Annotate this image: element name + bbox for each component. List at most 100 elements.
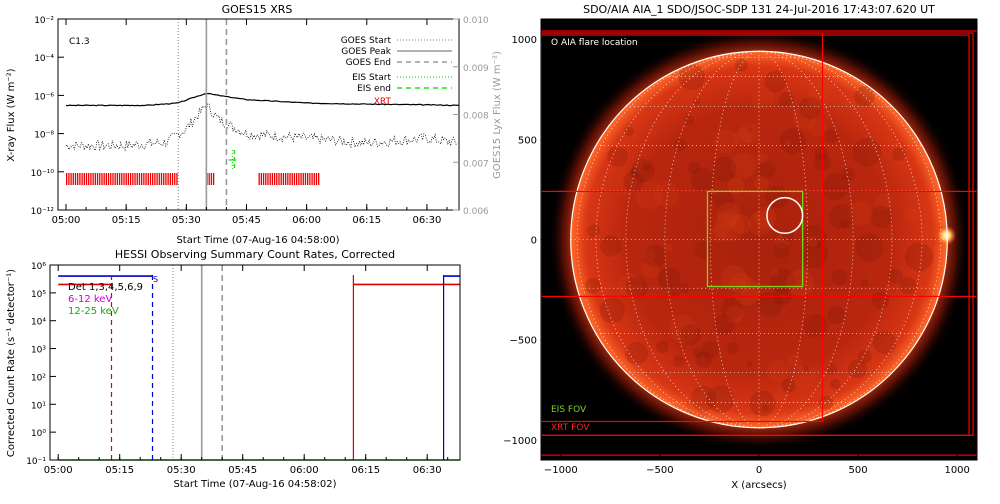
flare-class-label: C1.3 [69, 37, 90, 47]
xrt-bar [315, 173, 318, 185]
goes-y-tick-label: 10⁻¹² [31, 207, 55, 217]
xrt-bar [103, 173, 105, 185]
hessi-s-annotation: S [153, 275, 158, 284]
legend-goes-peak: GOES Peak [341, 47, 391, 57]
solar-texture-blob [749, 390, 776, 417]
solar-texture-blob [764, 70, 787, 93]
solar-texture-blob [873, 193, 891, 211]
xrt-bar [134, 173, 136, 185]
solar-texture-blob [665, 243, 673, 252]
solar-texture-blob [814, 147, 828, 161]
legend-xrt: XRT [374, 97, 392, 107]
solar-texture-blob [798, 96, 822, 120]
goes-legend: GOES Start GOES Peak GOES End EIS Start … [341, 36, 452, 107]
xrt-bar [143, 173, 145, 185]
aia-y-tick-label: −1000 [503, 436, 537, 447]
xrt-bar [176, 173, 178, 185]
solar-texture-blob [716, 202, 741, 227]
xrt-bar [66, 173, 68, 185]
solar-texture-blob [786, 269, 814, 297]
limb-flare [936, 225, 957, 246]
solar-texture-blob [919, 288, 932, 301]
xrt-bar [212, 173, 215, 185]
goes-y2-tick-label: 0.008 [463, 112, 489, 122]
hessi-y-tick-label: 10¹ [31, 401, 46, 411]
solar-texture-blob [841, 166, 856, 181]
solar-texture-blob [692, 347, 703, 358]
xrt-bar [163, 173, 165, 185]
solar-texture-blob [822, 173, 850, 201]
xrt-fov-box [541, 34, 970, 436]
solar-texture-blob [899, 277, 917, 295]
goes-x-tick-label: 05:15 [112, 215, 141, 226]
solar-texture-blob [710, 224, 729, 242]
hessi-x-axis: 05:00 05:15 05:30 05:45 06:00 06:15 06:30 [44, 265, 449, 476]
solar-texture-blob [732, 277, 761, 306]
solar-texture-blob [870, 205, 893, 229]
goes-x-tick-label: 06:00 [292, 215, 321, 226]
legend-eis-start: EIS Start [352, 73, 391, 83]
solar-texture-blob [761, 404, 770, 412]
xrt-bar [208, 173, 210, 185]
solar-texture-blob [848, 201, 873, 226]
solar-texture-blob [714, 211, 745, 242]
solar-texture-blob [671, 289, 680, 298]
solar-texture-blob [584, 278, 601, 294]
longitude-line [758, 50, 942, 429]
xrt-bar [118, 173, 121, 185]
xrt-bar [262, 173, 265, 185]
solar-texture-blob [781, 378, 796, 393]
xrt-bar [265, 173, 267, 185]
solar-texture-blob [887, 268, 903, 284]
solar-texture-blob [712, 156, 737, 182]
solar-texture-blob [830, 378, 841, 390]
aia-y-tick-label: 0 [531, 236, 537, 247]
xrt-bar [276, 173, 278, 185]
xrt-bar [165, 173, 167, 185]
solar-texture-blob [678, 63, 705, 91]
solar-texture-blob [746, 361, 753, 368]
solar-texture-blob [686, 393, 711, 419]
goes-y2-tick-label: 0.006 [463, 207, 489, 217]
hessi-y-label: Corrected Count Rate (s⁻¹ detector⁻¹) [6, 269, 17, 457]
aia-y-tick-label: 1000 [512, 35, 537, 46]
aia-x-tick-label: 0 [756, 465, 762, 476]
xrt-bar [284, 173, 287, 185]
xrt-bar [83, 173, 85, 185]
longitude-line [758, 50, 809, 429]
solar-texture-blob [713, 314, 735, 335]
solar-texture-blob [794, 397, 809, 413]
solar-texture-blob [730, 152, 757, 179]
solar-texture-blob [770, 268, 780, 277]
goes-y2-tick-label: 0.010 [463, 16, 489, 26]
xrt-bar [273, 173, 276, 185]
xrt-bar [121, 173, 123, 185]
solar-texture-blob [792, 105, 817, 130]
aia-y-tick-label: 500 [518, 135, 537, 146]
solar-texture-blob [807, 85, 832, 110]
solar-texture-blob [826, 363, 838, 375]
solar-texture-blob [642, 248, 656, 262]
solar-texture-blob [892, 147, 906, 162]
solar-texture-blob [852, 137, 882, 167]
solar-texture-blob [807, 118, 827, 137]
goes-y-tick-label: 10⁻⁶ [34, 92, 54, 102]
solar-texture-blob [687, 161, 701, 174]
xrt-bar [300, 173, 302, 185]
solar-texture-blob [690, 167, 716, 192]
longitude-line [758, 50, 923, 429]
hessi-x-label: Start Time (07-Aug-16 04:58:02) [173, 479, 336, 490]
solar-texture-blob [683, 115, 695, 126]
goes-x-tick-label: 05:45 [232, 215, 261, 226]
hessi-legend: Det 1,3,4,5,6,9 6-12 keV 12-25 keV [68, 282, 143, 317]
xrt-bar [269, 173, 271, 185]
solar-texture-blob [727, 177, 745, 195]
xrt-bar [167, 173, 169, 185]
goes-x-label: Start Time (07-Aug-16 04:58:00) [176, 235, 339, 246]
solar-texture-blob [673, 138, 687, 152]
solar-texture-blob [625, 276, 648, 299]
xrt-bar [70, 173, 72, 185]
solar-texture-blob [842, 94, 857, 110]
xrt-bar [295, 173, 298, 185]
